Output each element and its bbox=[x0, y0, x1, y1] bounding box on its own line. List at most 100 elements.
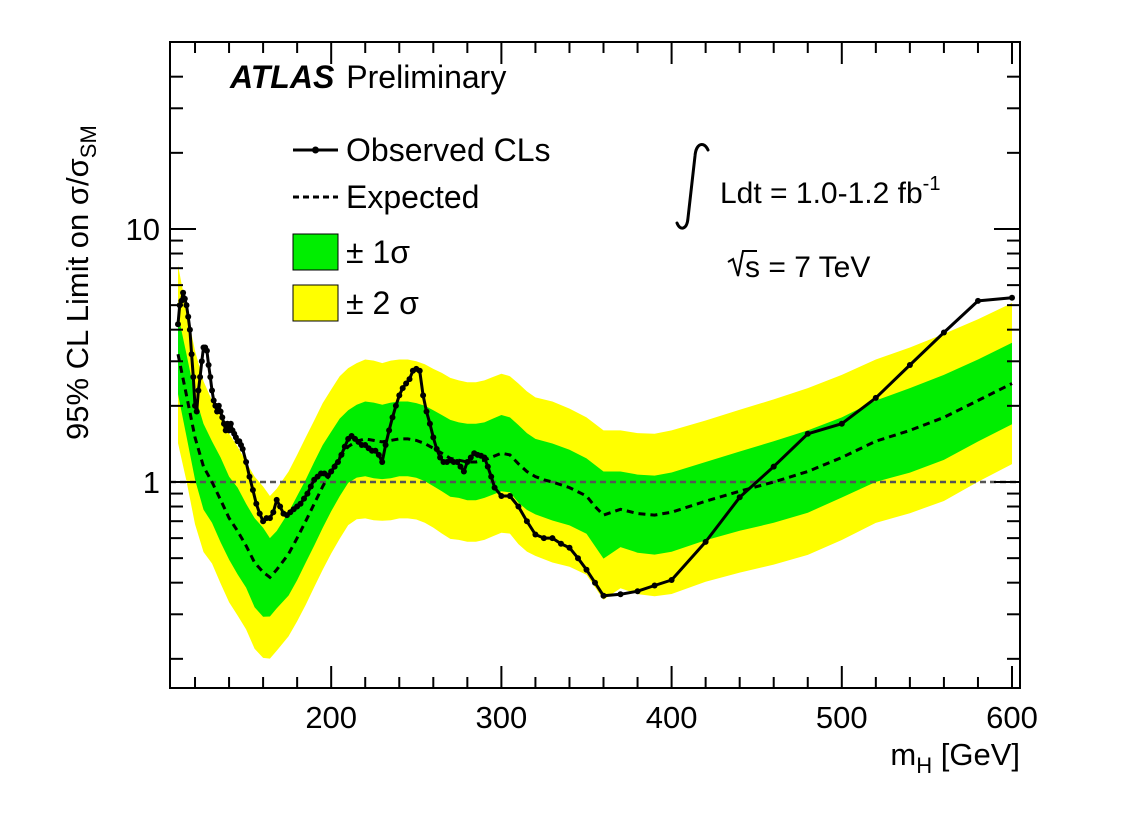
sqrt-s-annotation: s = 7 TeV bbox=[727, 250, 870, 284]
observed-point bbox=[975, 297, 981, 304]
band-2sigma bbox=[178, 265, 1012, 659]
observed-point bbox=[243, 459, 250, 465]
observed-point bbox=[549, 535, 556, 542]
observed-point bbox=[372, 447, 379, 454]
observed-point bbox=[838, 420, 845, 427]
observed-point bbox=[392, 402, 399, 409]
observed-point bbox=[193, 408, 200, 415]
observed-point bbox=[375, 451, 382, 458]
observed-point bbox=[592, 579, 598, 586]
luminosity-annotation: Ldt = 1.0-1.2 fb-1 bbox=[675, 143, 941, 230]
observed-point bbox=[185, 313, 192, 320]
y-tick-label: 1 bbox=[143, 465, 160, 500]
observed-point bbox=[270, 509, 277, 516]
observed-point bbox=[906, 362, 913, 368]
observed-point bbox=[1009, 294, 1015, 301]
observed-point bbox=[420, 392, 427, 399]
observed-point bbox=[180, 289, 187, 296]
observed-point bbox=[217, 408, 224, 415]
observed-point bbox=[460, 468, 467, 475]
legend-entry-expected: Expected bbox=[293, 179, 479, 215]
observed-point bbox=[210, 397, 217, 404]
observed-point bbox=[219, 414, 226, 421]
observed-point bbox=[266, 515, 273, 522]
observed-point bbox=[540, 535, 547, 542]
legend-entry-band1: ± 1σ bbox=[292, 233, 410, 271]
legend-expected-label: Expected bbox=[346, 179, 479, 215]
tick-labels: 200 300 400 500 600 1 10 bbox=[126, 212, 1038, 735]
y-axis-title-main: 95% CL Limit on σ/σ bbox=[60, 158, 95, 440]
x-axis-title-sub: H bbox=[916, 753, 932, 778]
observed-point bbox=[324, 472, 331, 479]
x-axis-title-unit: [GeV] bbox=[932, 737, 1020, 772]
observed-point bbox=[301, 495, 307, 502]
observed-point bbox=[872, 394, 879, 401]
observed-point bbox=[209, 387, 215, 394]
observed-point bbox=[190, 374, 197, 380]
observed-point bbox=[634, 588, 641, 595]
observed-point bbox=[304, 490, 311, 497]
observed-point bbox=[702, 538, 709, 545]
lumi-main: Ldt = 1.0-1.2 fb bbox=[720, 177, 923, 210]
experiment-tag: Preliminary bbox=[346, 59, 506, 95]
observed-layer bbox=[175, 289, 1015, 599]
observed-point bbox=[506, 493, 513, 499]
observed-point bbox=[426, 420, 433, 427]
observed-point bbox=[804, 430, 811, 437]
observed-point bbox=[488, 473, 495, 480]
observed-point bbox=[406, 376, 413, 383]
lumi-sup: -1 bbox=[923, 173, 941, 195]
observed-point bbox=[186, 326, 193, 333]
observed-point bbox=[386, 427, 393, 434]
sqrt-sign-icon bbox=[727, 250, 757, 277]
observed-point bbox=[198, 358, 205, 365]
observed-point bbox=[583, 566, 590, 573]
observed-point bbox=[192, 402, 198, 409]
observed-point bbox=[207, 374, 214, 380]
observed-point bbox=[430, 434, 437, 441]
x-tick-label: 400 bbox=[646, 700, 698, 735]
observed-point bbox=[454, 459, 461, 465]
band-1sigma-layer bbox=[178, 314, 1012, 617]
legend: Observed CLs Expected ± 1σ ± 2 σ bbox=[292, 132, 551, 322]
observed-point bbox=[416, 367, 423, 374]
experiment-label: ATLAS Preliminary bbox=[229, 59, 506, 95]
observed-point bbox=[227, 420, 234, 427]
axes-layer bbox=[169, 41, 1021, 689]
observed-point bbox=[297, 500, 304, 507]
expected-line bbox=[176, 353, 1013, 580]
observed-point bbox=[181, 295, 188, 302]
observed-point bbox=[396, 392, 403, 399]
observed-point bbox=[341, 443, 348, 450]
observed-point bbox=[558, 540, 564, 547]
observed-point bbox=[940, 329, 947, 336]
observed-point bbox=[403, 380, 410, 387]
legend-entry-band2: ± 2 σ bbox=[292, 284, 419, 322]
observed-point bbox=[575, 555, 581, 562]
x-axis-title-main: m bbox=[890, 737, 916, 772]
legend-band1-label: ± 1σ bbox=[346, 234, 410, 270]
x-tick-label: 600 bbox=[986, 700, 1038, 735]
x-tick-label: 300 bbox=[476, 700, 528, 735]
band-1sigma bbox=[178, 314, 1012, 617]
observed-point bbox=[335, 459, 341, 465]
observed-point bbox=[277, 503, 284, 510]
legend-band2-swatch bbox=[292, 284, 339, 322]
observed-point bbox=[253, 500, 260, 507]
observed-point bbox=[481, 454, 488, 461]
x-tick-label: 500 bbox=[816, 700, 868, 735]
observed-point bbox=[423, 408, 430, 415]
observed-point bbox=[437, 454, 444, 461]
observed-point bbox=[464, 459, 471, 465]
legend-observed-marker bbox=[312, 146, 319, 154]
observed-point bbox=[617, 591, 624, 598]
observed-point bbox=[175, 321, 181, 328]
observed-point bbox=[203, 347, 210, 354]
sqrt-s-text: s = 7 TeV bbox=[745, 251, 870, 284]
experiment-name: ATLAS bbox=[229, 59, 335, 95]
y-axis-title-sub: SM bbox=[76, 125, 101, 158]
observed-point bbox=[668, 577, 675, 583]
observed-point bbox=[382, 442, 389, 448]
observed-point bbox=[215, 402, 222, 409]
